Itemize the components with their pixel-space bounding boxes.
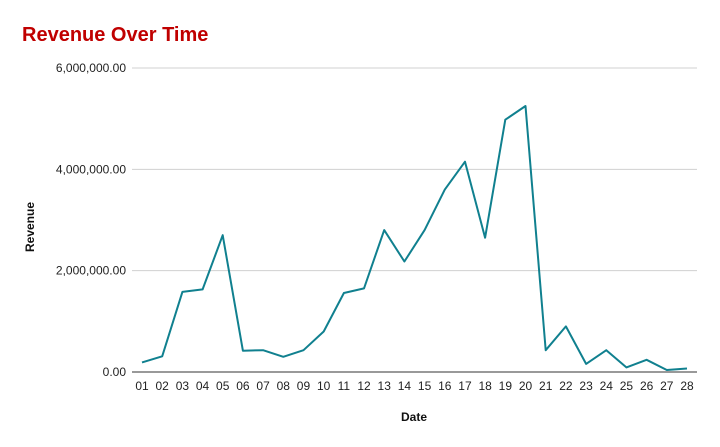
- data-point: [261, 348, 265, 352]
- x-tick-label: 04: [196, 379, 210, 393]
- x-tick-label: 25: [620, 379, 634, 393]
- x-tick-label: 20: [519, 379, 533, 393]
- x-tick-label: 21: [539, 379, 553, 393]
- gridlines: [132, 67, 697, 272]
- x-tick-label: 07: [256, 379, 270, 393]
- data-point: [564, 324, 568, 328]
- data-point: [463, 160, 467, 164]
- x-tick-label: 18: [478, 379, 492, 393]
- y-tick-label: 2,000,000.00: [56, 264, 126, 278]
- y-tick-labels: 0.00 2,000,000.00 4,000,000.00 6,000,000.00: [56, 61, 126, 379]
- data-point: [362, 286, 366, 290]
- data-point: [301, 348, 305, 352]
- x-tick-label: 08: [277, 379, 291, 393]
- data-point: [423, 228, 427, 232]
- y-tick-label: 6,000,000.00: [56, 61, 126, 75]
- x-tick-label: 12: [357, 379, 371, 393]
- data-point: [322, 329, 326, 333]
- x-tick-label: 02: [156, 379, 170, 393]
- x-axis-label: Date: [401, 410, 427, 424]
- data-point: [645, 358, 649, 362]
- x-tick-label: 09: [297, 379, 311, 393]
- data-point: [342, 291, 346, 295]
- x-tick-label: 17: [458, 379, 472, 393]
- data-point: [544, 348, 548, 352]
- x-tick-label: 23: [579, 379, 593, 393]
- x-tick-label: 28: [680, 379, 694, 393]
- x-tick-label: 22: [559, 379, 573, 393]
- data-point: [665, 368, 669, 372]
- data-point: [443, 188, 447, 192]
- data-point: [140, 360, 144, 364]
- data-point: [604, 348, 608, 352]
- data-point: [483, 236, 487, 240]
- data-point: [201, 287, 205, 291]
- series-layer: [140, 104, 689, 372]
- data-point: [180, 290, 184, 294]
- series-line: [141, 105, 688, 371]
- data-point: [241, 349, 245, 353]
- x-tick-label: 19: [499, 379, 513, 393]
- x-tick-labels: 01 02 03 04 05 06 07 08 09 10 11 12 13 14 15 16 17 18 19 20…: [135, 379, 694, 393]
- x-tick-label: 27: [660, 379, 674, 393]
- data-point: [503, 118, 507, 122]
- y-tick-label: 0.00: [103, 365, 127, 379]
- data-point: [160, 354, 164, 358]
- y-tick-label: 4,000,000.00: [56, 162, 126, 176]
- x-tick-label: 26: [640, 379, 654, 393]
- x-tick-label: 01: [135, 379, 149, 393]
- chart-title: Revenue Over Time: [22, 24, 208, 46]
- x-tick-label: 13: [378, 379, 392, 393]
- x-tick-label: 16: [438, 379, 452, 393]
- x-tick-label: 10: [317, 379, 331, 393]
- data-point: [584, 362, 588, 366]
- data-point: [402, 260, 406, 264]
- data-point: [221, 233, 225, 237]
- x-tick-label: 15: [418, 379, 432, 393]
- x-tick-label: 03: [176, 379, 190, 393]
- x-tick-label: 14: [398, 379, 412, 393]
- y-axis-label: Revenue: [23, 202, 37, 252]
- x-tick-label: 11: [338, 379, 351, 393]
- x-tick-label: 05: [216, 379, 230, 393]
- data-point: [524, 104, 528, 108]
- data-point: [685, 366, 689, 370]
- data-point: [281, 355, 285, 359]
- data-point: [382, 228, 386, 232]
- x-tick-label: 06: [236, 379, 250, 393]
- data-point: [624, 365, 628, 369]
- x-tick-label: 24: [600, 379, 614, 393]
